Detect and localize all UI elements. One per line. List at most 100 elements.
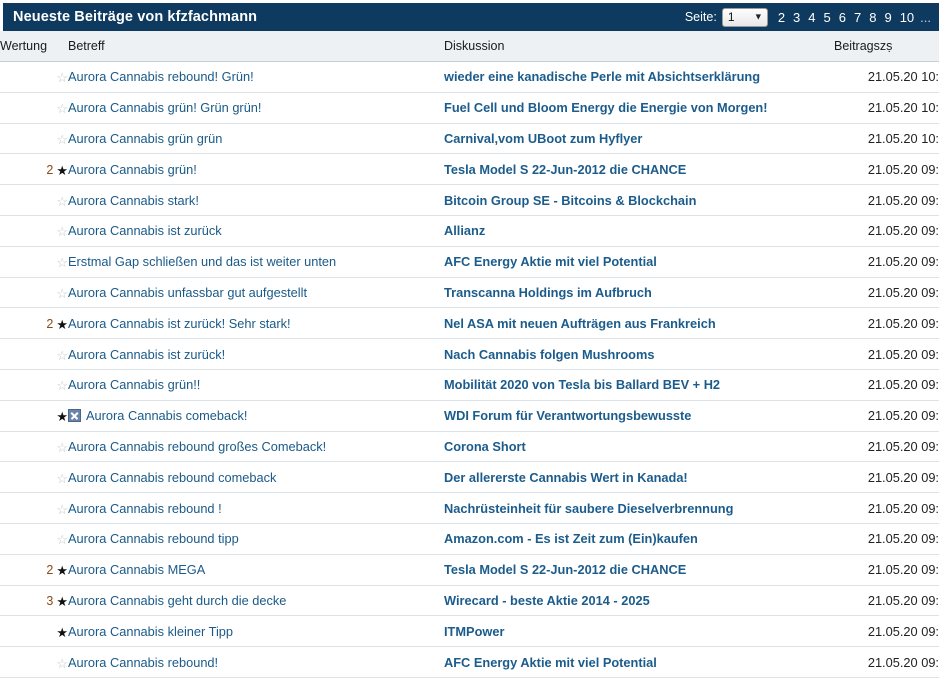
star-outline-icon[interactable]: ☆ bbox=[56, 655, 68, 671]
subject-link[interactable]: Aurora Cannabis rebound großes Comeback! bbox=[68, 438, 327, 454]
pagination-link-8[interactable]: 8 bbox=[869, 9, 877, 25]
discussion-link[interactable]: WDI Forum für Verantwortungsbewusste bbox=[444, 408, 692, 424]
discussion-cell: Corona Short bbox=[444, 431, 834, 463]
star-filled-icon[interactable]: ★ bbox=[56, 593, 68, 609]
discussion-cell: Transcanna Holdings im Aufbruch bbox=[444, 277, 834, 309]
page-select[interactable]: 12345678910 bbox=[721, 7, 768, 27]
discussion-link[interactable]: Fuel Cell und Bloom Energy die Energie v… bbox=[444, 100, 768, 116]
subject-link[interactable]: Aurora Cannabis grün! Grün grün! bbox=[68, 100, 262, 116]
star-outline-icon[interactable]: ☆ bbox=[56, 193, 68, 209]
subject-link[interactable]: Erstmal Gap schließen und das ist weiter… bbox=[68, 254, 337, 270]
discussion-link[interactable]: Amazon.com - Es ist Zeit zum (Ein)kaufen bbox=[444, 531, 698, 547]
pagination-link-9[interactable]: 9 bbox=[884, 9, 892, 25]
table-row[interactable]: ☆ Aurora Cannabis rebound tipp Amazon.com … bbox=[0, 523, 939, 555]
table-row[interactable]: ☆ Aurora Cannabis grün!! Mobilität 2020 vo… bbox=[0, 369, 939, 401]
discussion-link[interactable]: Carnival,vom UBoot zum Hyflyer bbox=[444, 130, 643, 146]
star-filled-icon[interactable]: ★ bbox=[56, 316, 68, 332]
table-row[interactable]: ★ Aurora Cannabis kleiner Tipp ITMPower 21.… bbox=[0, 615, 939, 648]
subject-link[interactable]: Aurora Cannabis kleiner Tipp bbox=[68, 623, 234, 639]
discussion-link[interactable]: Allianz bbox=[444, 223, 486, 239]
discussion-link[interactable]: Tesla Model S 22-Jun-2012 die CHANCE bbox=[444, 161, 687, 177]
star-outline-icon[interactable]: ☆ bbox=[56, 224, 68, 240]
table-row[interactable]: ☆ Aurora Cannabis stark! Bitcoin Group SE … bbox=[0, 184, 939, 216]
subject-link[interactable]: Aurora Cannabis rebound tipp bbox=[68, 531, 239, 547]
column-header-discussion[interactable]: Diskussion bbox=[444, 31, 834, 62]
discussion-link[interactable]: Nachrüsteinheit für saubere Dieselverbre… bbox=[444, 500, 734, 516]
table-row[interactable]: ☆ Aurora Cannabis grün! Grün grün! Fuel Ce… bbox=[0, 92, 939, 124]
subject-link[interactable]: Aurora Cannabis grün!! bbox=[68, 377, 201, 393]
star-outline-icon[interactable]: ☆ bbox=[56, 70, 68, 86]
subject-link[interactable]: Aurora Cannabis geht durch die decke bbox=[68, 592, 287, 608]
subject-link[interactable]: Aurora Cannabis grün! bbox=[68, 161, 197, 177]
table-row[interactable]: ☆ Aurora Cannabis rebound großes Comeback… bbox=[0, 431, 939, 463]
column-header-rating[interactable]: Wertung bbox=[0, 31, 68, 62]
pagination-link-10[interactable]: 10 bbox=[899, 9, 915, 25]
star-filled-icon[interactable]: ★ bbox=[56, 409, 68, 425]
table-row[interactable]: ☆ Aurora Cannabis rebound! Grün! wieder ei… bbox=[0, 61, 939, 93]
table-row[interactable]: ☆ Aurora Cannabis rebound comeback Der all… bbox=[0, 461, 939, 494]
discussion-link[interactable]: Nel ASA mit neuen Aufträgen aus Frankrei… bbox=[444, 315, 716, 331]
table-row[interactable]: ☆ Aurora Cannabis ist zurück! Nach Cannabi… bbox=[0, 338, 939, 370]
discussion-link[interactable]: Bitcoin Group SE - Bitcoins & Blockchain bbox=[444, 192, 697, 208]
pagination-link-3[interactable]: 3 bbox=[793, 9, 801, 25]
table-row[interactable]: ☆ Aurora Cannabis rebound! AFC Energy Akti… bbox=[0, 646, 939, 678]
star-outline-icon[interactable]: ☆ bbox=[56, 470, 68, 486]
pagination-link-5[interactable]: 5 bbox=[823, 9, 831, 25]
star-outline-icon[interactable]: ☆ bbox=[56, 101, 68, 117]
discussion-link[interactable]: ITMPower bbox=[444, 623, 505, 639]
table-row[interactable]: ★ Aurora Cannabis comeback! WDI Forum für … bbox=[0, 400, 939, 432]
pagination-link-2[interactable]: 2 bbox=[777, 9, 786, 25]
star-filled-icon[interactable]: ★ bbox=[56, 624, 68, 640]
discussion-link[interactable]: wieder eine kanadische Perle mit Absicht… bbox=[444, 69, 761, 85]
discussion-link[interactable]: AFC Energy Aktie mit viel Potential bbox=[444, 654, 657, 670]
subject-link[interactable]: Aurora Cannabis MEGA bbox=[68, 562, 206, 578]
page-select-wrap[interactable]: 12345678910 ▼ bbox=[721, 7, 774, 27]
subject-link[interactable]: Aurora Cannabis rebound! bbox=[68, 654, 219, 670]
pagination-link-4[interactable]: 4 bbox=[808, 9, 816, 25]
discussion-link[interactable]: Mobilität 2020 von Tesla bis Ballard BEV… bbox=[444, 377, 721, 393]
subject-link[interactable]: Aurora Cannabis grün grün bbox=[68, 130, 223, 146]
subject-link[interactable]: Aurora Cannabis rebound ! bbox=[68, 500, 222, 516]
discussion-link[interactable]: AFC Energy Aktie mit viel Potential bbox=[444, 254, 657, 270]
table-row[interactable]: 3 ★ Aurora Cannabis geht durch die decke Wi… bbox=[0, 585, 939, 617]
star-outline-icon[interactable]: ☆ bbox=[56, 255, 68, 271]
discussion-link[interactable]: Tesla Model S 22-Jun-2012 die CHANCE bbox=[444, 562, 687, 578]
star-outline-icon[interactable]: ☆ bbox=[56, 131, 68, 147]
subject-link[interactable]: Aurora Cannabis rebound! Grün! bbox=[68, 69, 254, 85]
subject-link[interactable]: Aurora Cannabis comeback! bbox=[86, 408, 248, 424]
subject-cell: Aurora Cannabis rebound! bbox=[68, 646, 444, 678]
column-header-subject[interactable]: Betreff bbox=[68, 31, 444, 62]
subject-link[interactable]: Aurora Cannabis ist zurück! bbox=[68, 346, 226, 362]
star-outline-icon[interactable]: ☆ bbox=[56, 439, 68, 455]
table-row[interactable]: 2 ★ Aurora Cannabis grün! Tesla Model S 22-… bbox=[0, 153, 939, 186]
table-row[interactable]: 2 ★ Aurora Cannabis ist zurück! Sehr stark… bbox=[0, 307, 939, 340]
subject-link[interactable]: Aurora Cannabis ist zurück bbox=[68, 223, 222, 239]
star-outline-icon[interactable]: ☆ bbox=[56, 532, 68, 548]
subject-link[interactable]: Aurora Cannabis unfassbar gut aufgestell… bbox=[68, 284, 308, 300]
pagination-link-7[interactable]: 7 bbox=[853, 9, 862, 25]
column-header-date[interactable]: Beitragszṣ bbox=[834, 31, 939, 62]
discussion-link[interactable]: Corona Short bbox=[444, 438, 526, 454]
star-outline-icon[interactable]: ☆ bbox=[56, 501, 68, 517]
discussion-link[interactable]: Wirecard - beste Aktie 2014 - 2025 bbox=[444, 592, 650, 608]
table-row[interactable]: ☆ Aurora Cannabis rebound ! Nachrüsteinhei… bbox=[0, 492, 939, 524]
subject-link[interactable]: Aurora Cannabis rebound comeback bbox=[68, 469, 277, 485]
table-row[interactable]: ☆ Aurora Cannabis ist zurück Allianz 21.05.… bbox=[0, 215, 939, 247]
table-row[interactable]: ☆ Aurora Cannabis grün grün Carnival,vom U… bbox=[0, 123, 939, 155]
star-outline-icon[interactable]: ☆ bbox=[56, 285, 68, 301]
star-filled-icon[interactable]: ★ bbox=[56, 563, 68, 579]
star-outline-icon[interactable]: ☆ bbox=[56, 378, 68, 394]
subject-link[interactable]: Aurora Cannabis ist zurück! Sehr stark! bbox=[68, 315, 291, 331]
table-row[interactable]: 2 ★ Aurora Cannabis MEGA Tesla Model S 22-J… bbox=[0, 554, 939, 586]
star-filled-icon[interactable]: ★ bbox=[56, 162, 68, 178]
pagination-link-6[interactable]: 6 bbox=[838, 9, 846, 25]
table-row[interactable]: ☆ Aurora Cannabis unfassbar gut aufgestel… bbox=[0, 277, 939, 309]
star-outline-icon[interactable]: ☆ bbox=[56, 347, 68, 363]
discussion-link[interactable]: Nach Cannabis folgen Mushrooms bbox=[444, 346, 655, 362]
discussion-link[interactable]: Transcanna Holdings im Aufbruch bbox=[444, 284, 652, 300]
subject-link[interactable]: Aurora Cannabis stark! bbox=[68, 192, 199, 208]
rating-cell: ☆ bbox=[0, 215, 68, 247]
table-row[interactable]: ☆ Erstmal Gap schließen und das ist weite… bbox=[0, 246, 939, 278]
subject-cell: Aurora Cannabis rebound großes Comeback! bbox=[68, 431, 444, 463]
discussion-link[interactable]: Der allererste Cannabis Wert in Kanada! bbox=[444, 469, 688, 485]
